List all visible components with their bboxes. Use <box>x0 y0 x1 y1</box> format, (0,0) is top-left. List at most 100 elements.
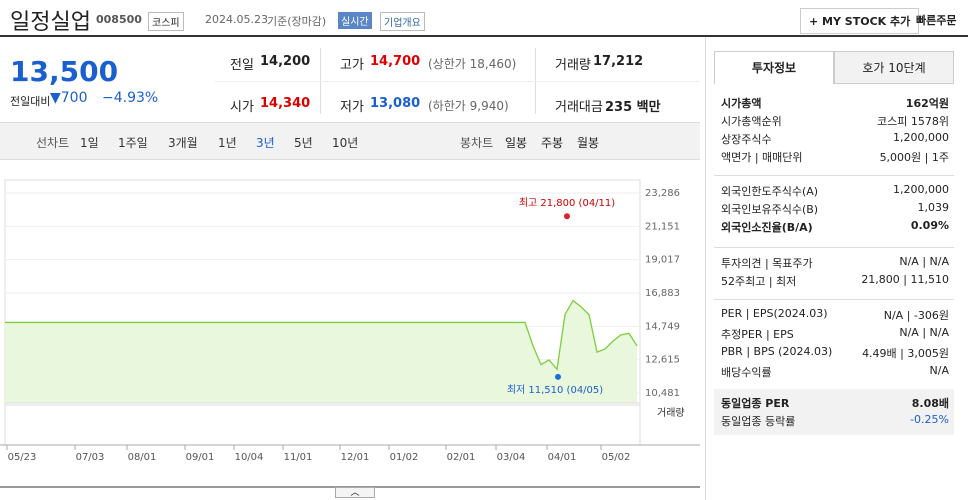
row-label: 시가총액 <box>721 97 762 110</box>
row-value: N/A | -306원 <box>883 309 949 322</box>
cell-value: 13,080 <box>370 96 421 111</box>
period-tab[interactable]: 1일 <box>80 136 99 150</box>
row-value: 1,039 <box>917 201 950 214</box>
cell-label: 거래대금 <box>555 100 603 115</box>
quote-cells: 전일 14,200 고가 14,700 (상한가 18,460) 거래량 17,212 시가 1… <box>215 40 700 122</box>
period-tab[interactable]: 1년 <box>218 136 237 150</box>
cell-note: (하한가 9,940) <box>428 99 509 113</box>
row-value: 162억원 <box>905 97 949 110</box>
panel-row: PBR | BPS (2024.03) 4.49배 | 3,005원 <box>721 345 949 360</box>
panel-row: 52주최고 | 최저 21,800 | 11,510 <box>721 273 949 289</box>
panel-row: PER | EPS(2024.03) N/A | -306원 <box>721 307 949 322</box>
collapse-button[interactable]: ︿ <box>335 487 375 498</box>
panel-shaded <box>714 389 954 435</box>
x-tick-label: 10/04 <box>235 452 264 463</box>
cell-label: 고가 <box>340 58 364 73</box>
row-value: 1,200,000 <box>893 183 949 196</box>
y-tick-label: 12,615 <box>645 355 680 366</box>
y-tick-label: 21,151 <box>645 221 680 232</box>
plot-frame <box>4 179 641 406</box>
panel-row: 투자의견 | 목표주가 N/A | N/A <box>721 255 949 271</box>
row-value: 0.09% <box>910 219 949 232</box>
panel-row: 외국인한도주식수(A) 1,200,000 <box>721 183 949 199</box>
panel-tab[interactable]: 투자정보 <box>714 51 834 84</box>
cell-value: 14,200 <box>260 54 311 69</box>
row-label: PBR | BPS (2024.03) <box>721 345 833 358</box>
cell-value: 14,700 <box>370 54 421 69</box>
cell-label: 전일 <box>230 58 254 73</box>
panel-tab[interactable]: 호가 10단계 <box>834 51 954 84</box>
y-tick-label: 14,749 <box>645 321 680 332</box>
x-tick-label: 05/23 <box>8 452 37 463</box>
panel-divider <box>714 175 954 176</box>
candle-tab[interactable]: 월봉 <box>577 136 600 150</box>
chart: 10,481 12,615 14,749 16,883 19,017 21,151 23,2… <box>0 179 700 463</box>
y-tick-label: 23,286 <box>645 188 680 199</box>
high-label: 최고 21,800 (04/11) <box>519 197 615 209</box>
row-label: 동일업종 등락률 <box>721 415 796 428</box>
period-tab[interactable]: 3년 <box>256 136 275 150</box>
area <box>5 300 637 403</box>
row-value: 5,000원 | 1주 <box>879 151 949 164</box>
x-tick-label: 05/02 <box>602 452 631 463</box>
low-marker <box>555 373 561 380</box>
panel-row: 추정PER | EPS N/A | N/A <box>721 326 949 342</box>
panel-row: 시가총액 162억원 <box>721 95 949 111</box>
panel-row: 외국인소진율(B/A) 0.09% <box>721 219 949 235</box>
tab-group-label: 선차트 <box>36 136 70 150</box>
row-value: N/A | N/A <box>899 326 949 339</box>
panel-divider <box>714 299 954 300</box>
period-tab[interactable]: 1주일 <box>118 136 148 150</box>
row-label: 동일업종 PER <box>721 397 790 410</box>
period-tab[interactable]: 5년 <box>294 136 313 150</box>
basis: 기준(장마감) <box>267 15 327 28</box>
cell-value: 14,340 <box>260 96 311 111</box>
change: ▼700 <box>50 90 88 106</box>
cell-label: 시가 <box>230 100 254 115</box>
row-label: 시가총액순위 <box>721 115 782 128</box>
candle-tab[interactable]: 일봉 <box>505 136 528 150</box>
candle-tab[interactable]: 주봉 <box>541 136 564 150</box>
period-tab[interactable]: 10년 <box>332 136 359 150</box>
volume-label: 거래량 <box>657 407 685 419</box>
x-tick-label: 11/01 <box>284 452 313 463</box>
cell-value: 17,212 <box>593 54 644 69</box>
x-tick-label: 08/01 <box>128 452 157 463</box>
row-label: 외국인보유주식수(B) <box>721 203 819 216</box>
change-label: 전일대비 <box>10 95 51 108</box>
realtime[interactable]: 실시간 <box>338 12 372 29</box>
cell-label: 저가 <box>340 100 364 115</box>
row-label: 52주최고 | 최저 <box>721 275 797 288</box>
row-value: N/A | N/A <box>899 255 949 268</box>
price-line <box>5 299 638 371</box>
cell-note: (상한가 18,460) <box>428 57 517 71</box>
row-label: 배당수익률 <box>721 366 772 379</box>
date: 2024.05.23 <box>205 13 268 26</box>
panel-row: 외국인보유주식수(B) 1,039 <box>721 201 949 217</box>
low-label: 최저 11,510 (04/05) <box>507 384 603 396</box>
panel-row: 동일업종 PER 8.08배 <box>721 395 949 411</box>
quick-order[interactable]: 빠른주문 <box>916 14 957 27</box>
panel-divider <box>714 247 954 248</box>
divider <box>215 81 700 82</box>
panel-row: 배당수익률 N/A <box>721 364 949 380</box>
row-label: 외국인한도주식수(A) <box>721 185 819 198</box>
panel-row: 시가총액순위 코스피 1578위 <box>721 113 949 129</box>
row-value: 8.08배 <box>911 397 949 410</box>
rate: −4.93% <box>102 90 159 106</box>
row-value: 4.49배 | 3,005원 <box>862 347 949 360</box>
row-label: 추정PER | EPS <box>721 328 794 341</box>
overview[interactable]: 기업개요 <box>380 12 425 31</box>
x-tick-label: 09/01 <box>186 452 215 463</box>
row-label: 투자의견 | 목표주가 <box>721 257 813 270</box>
row-value: 21,800 | 11,510 <box>861 273 949 286</box>
mystock-button[interactable]: + MY STOCK 추가 <box>800 8 920 34</box>
x-tick-label: 04/01 <box>548 452 577 463</box>
panel-row: 상장주식수 1,200,000 <box>721 131 949 147</box>
cell-value: 235 백만 <box>605 100 661 115</box>
cell-label: 거래량 <box>555 58 591 73</box>
panel-row: 액면가 | 매매단위 5,000원 | 1주 <box>721 149 949 165</box>
period-tab[interactable]: 3개월 <box>168 136 198 150</box>
